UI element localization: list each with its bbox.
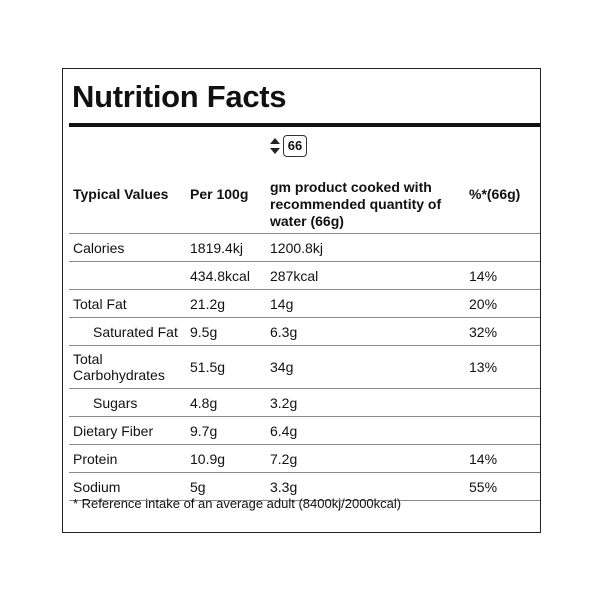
cell: Dietary Fiber bbox=[69, 416, 186, 445]
nutrient-row: Calories 1819.4kj 1200.8kj bbox=[69, 233, 540, 262]
cell: Total Carbohydrates bbox=[69, 345, 186, 389]
nutrient-row: Protein 10.9g 7.2g 14% bbox=[69, 444, 540, 473]
nutrient-row: Saturated Fat 9.5g 6.3g 32% bbox=[69, 317, 540, 346]
nutrition-panel: Nutrition Facts 66 Typical Values Per 100… bbox=[62, 68, 541, 533]
cell: 34g bbox=[266, 345, 465, 389]
thick-rule bbox=[69, 123, 540, 127]
cell: Sugars bbox=[69, 388, 186, 417]
empty-cell bbox=[465, 416, 540, 445]
column-header: %*(66g) bbox=[469, 185, 521, 202]
quantity-stepper: 66 bbox=[269, 135, 307, 157]
stepper-arrows[interactable] bbox=[269, 136, 281, 156]
cell: 21.2g bbox=[186, 289, 266, 318]
nutrient-row: Sugars 4.8g 3.2g bbox=[69, 388, 540, 417]
cell: 1200.8kj bbox=[266, 233, 465, 262]
empty-cell bbox=[465, 233, 540, 262]
cell: 7.2g bbox=[266, 444, 465, 473]
cell: 14% bbox=[465, 444, 540, 473]
cell: 9.7g bbox=[186, 416, 266, 445]
cell: Saturated Fat bbox=[69, 317, 186, 346]
cell: Protein bbox=[69, 444, 186, 473]
cell: 3.3g bbox=[266, 472, 465, 501]
cell: Calories bbox=[69, 233, 186, 262]
header-row: Typical Values Per 100g gm product cooked … bbox=[69, 155, 540, 234]
cell: 6.3g bbox=[266, 317, 465, 346]
nutrient-row: 434.8kcal 287kcal 14% bbox=[69, 261, 540, 290]
cell: 1819.4kj bbox=[186, 233, 266, 262]
cell: 13% bbox=[465, 345, 540, 389]
column-header: Typical Values bbox=[73, 185, 169, 202]
nutrient-row: Dietary Fiber 9.7g 6.4g bbox=[69, 416, 540, 445]
cell: 9.5g bbox=[186, 317, 266, 346]
cell: 55% bbox=[465, 472, 540, 501]
cell: 3.2g bbox=[266, 388, 465, 417]
footnote: * Reference intake of an average adult (… bbox=[73, 496, 402, 511]
empty-cell bbox=[465, 388, 540, 417]
column-header: Per 100g bbox=[190, 185, 249, 202]
title: Nutrition Facts bbox=[72, 79, 287, 114]
quantity-input[interactable]: 66 bbox=[283, 135, 307, 157]
cell: Total Fat bbox=[69, 289, 186, 318]
empty-cell bbox=[69, 261, 186, 290]
cell: Sodium bbox=[69, 472, 186, 501]
nutrient-row: Total Fat 21.2g 14g 20% bbox=[69, 289, 540, 318]
cell: 14% bbox=[465, 261, 540, 290]
cell: 6.4g bbox=[266, 416, 465, 445]
column-header: gm product cooked with recommended quant… bbox=[270, 178, 442, 229]
cell: 434.8kcal bbox=[186, 261, 266, 290]
cell: 32% bbox=[465, 317, 540, 346]
cell: 51.5g bbox=[186, 345, 266, 389]
nutrient-row: Sodium 5g 3.3g 55% bbox=[69, 472, 540, 501]
cell: 287kcal bbox=[266, 261, 465, 290]
cell: 5g bbox=[186, 472, 266, 501]
cell: 20% bbox=[465, 289, 540, 318]
cell: 4.8g bbox=[186, 388, 266, 417]
cell: 10.9g bbox=[186, 444, 266, 473]
cell: 14g bbox=[266, 289, 465, 318]
nutrition-table: Typical Values Per 100g gm product cooked … bbox=[69, 155, 540, 501]
nutrient-row: Total Carbohydrates 51.5g 34g 13% bbox=[69, 345, 540, 389]
